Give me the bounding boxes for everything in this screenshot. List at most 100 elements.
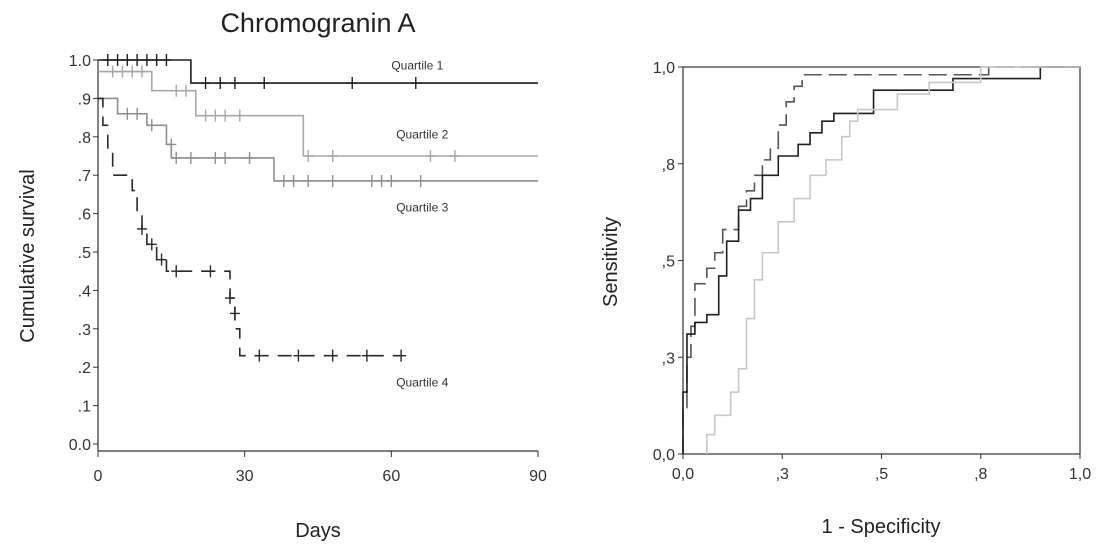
x-tick-label: 60: [382, 468, 400, 485]
y-axis-label: Cumulative survival: [17, 169, 39, 342]
series-line-quartile-2: [98, 70, 538, 157]
censor-mark: [376, 174, 387, 187]
annotation-group: Quartile 1 Quartile 2 Quartile 3 Quartile 4: [391, 59, 448, 390]
censor-mark: [161, 54, 172, 66]
censor-mark: [137, 222, 147, 235]
x-tick-label: 90: [529, 468, 547, 485]
censor-mark: [259, 77, 270, 90]
censor-mark: [171, 265, 182, 278]
censor-mark: [234, 109, 245, 122]
censor-mark: [156, 253, 167, 266]
y-tick-label: ,3: [662, 350, 675, 367]
censor-mark: [112, 54, 123, 66]
censor-mark: [225, 292, 235, 305]
censor-mark: [146, 119, 157, 132]
y-tick-label: 1.0: [69, 53, 91, 70]
censor-mark: [327, 174, 338, 187]
x-tick-label: ,5: [875, 466, 888, 483]
x-tick-label: 1,0: [1069, 466, 1091, 483]
censor-mark: [327, 349, 338, 362]
censor-mark: [132, 54, 143, 66]
y-tick-label: ,5: [662, 254, 675, 271]
censor-mark: [146, 238, 157, 251]
y-tick-label: .7: [78, 168, 91, 185]
censor-mark: [288, 174, 299, 187]
series-annotation: Quartile 4: [396, 375, 448, 389]
censor-mark: [132, 107, 143, 120]
censor-mark: [347, 77, 358, 90]
censor-mark: [141, 54, 152, 66]
censor-mark: [210, 151, 221, 164]
y-tick-label: 0.0: [69, 437, 91, 454]
roc-chart: 0,0 ,3 ,5 ,8 1,0 0,0 ,3 ,5 ,8 1,0 1 - Specificit…: [600, 60, 1091, 538]
series-annotation: Quartile 3: [396, 201, 448, 215]
censor-mark: [171, 84, 182, 97]
censor-mark: [229, 77, 240, 90]
y-tick-label: 0,0: [653, 447, 675, 464]
plot-frame: [682, 66, 1081, 455]
censor-mark: [293, 349, 304, 362]
censor-mark: [229, 307, 240, 320]
x-tick-label: 0,0: [672, 466, 694, 483]
y-tick-label: .4: [78, 283, 91, 300]
censor-mark: [215, 77, 226, 90]
censor-mark: [361, 349, 372, 362]
censor-mark: [425, 150, 436, 162]
censor-mark: [303, 150, 314, 162]
censor-mark: [415, 174, 426, 187]
roc-curve-3: [706, 66, 1080, 454]
censor-mark: [410, 77, 421, 90]
censor-mark: [122, 107, 133, 120]
roc-curve-2: [682, 66, 1080, 454]
series-annotation: Quartile 1: [391, 59, 443, 73]
censor-mark: [366, 174, 377, 187]
roc-curve-1: [682, 66, 1080, 454]
censor-mark: [137, 65, 147, 78]
censor-mark: [171, 151, 182, 164]
series-line-quartile-3: [98, 97, 538, 182]
x-tick-group: 0,0 ,3 ,5 ,8 1,0: [672, 454, 1091, 483]
censor-mark: [122, 54, 133, 66]
x-tick-label: ,3: [776, 466, 789, 483]
series-line-quartile-1: [98, 59, 538, 84]
censor-mark: [220, 151, 231, 164]
censor-mark: [386, 174, 397, 187]
censor-mark: [200, 77, 211, 90]
series-line-quartile-4: [98, 97, 402, 357]
x-tick-group: 0 30 60 90: [94, 451, 547, 485]
x-tick-label: 30: [236, 468, 254, 485]
censor-mark: [244, 151, 255, 164]
censor-mark: [107, 65, 118, 78]
y-tick-group: 0,0 ,3 ,5 ,8 1,0: [653, 60, 683, 464]
y-tick-label: .3: [78, 322, 91, 339]
y-tick-label: 1,0: [653, 60, 675, 77]
censor-mark: [166, 138, 177, 151]
censor-mark: [102, 54, 113, 66]
y-axis-label: Sensitivity: [600, 217, 622, 307]
y-tick-label: .5: [78, 245, 91, 262]
censor-mark: [220, 109, 231, 122]
x-axis-label: 1 - Specificity: [822, 516, 941, 538]
x-tick-label: 0: [94, 468, 103, 485]
x-axis-label: Days: [295, 520, 341, 542]
censor-mark: [303, 174, 314, 187]
censor-mark: [181, 84, 191, 97]
y-tick-label: ,8: [662, 157, 675, 174]
censor-mark: [327, 150, 338, 162]
y-tick-group: 0.0 .1 .2 .3 .4 .5 .6 .7 .8 .9 1.0: [69, 53, 98, 454]
censor-mark: [254, 349, 265, 362]
censor-mark: [210, 109, 221, 122]
censor-mark: [117, 65, 128, 78]
censor-mark: [200, 109, 211, 122]
censor-mark: [278, 174, 289, 187]
chart-title: Chromogranin A: [220, 8, 415, 38]
survival-chart: Chromogranin A 0.0.1.2.3.4.5.6.7.8.91.0 …: [17, 8, 547, 542]
series-group: [682, 66, 1080, 454]
y-tick-label: .6: [78, 207, 91, 224]
series-annotation: Quartile 2: [396, 128, 448, 142]
censor-mark: [449, 150, 460, 162]
censor-mark: [396, 349, 407, 362]
censor-mark: [205, 265, 216, 278]
y-tick-label: .8: [78, 130, 91, 147]
x-tick-label: ,8: [974, 466, 987, 483]
